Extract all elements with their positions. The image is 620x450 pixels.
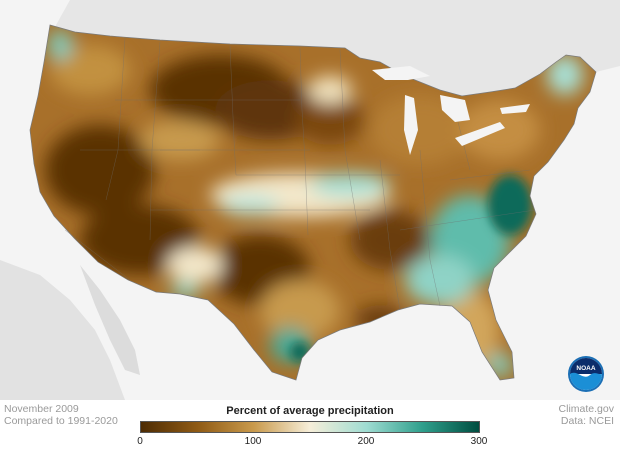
- noaa-logo-text: NOAA: [576, 365, 595, 372]
- credits: Climate.gov Data: NCEI: [559, 403, 614, 427]
- legend-tick-0: 0: [137, 436, 143, 447]
- legend-tick-100: 100: [244, 436, 262, 447]
- noaa-logo: NOAA: [568, 356, 604, 392]
- legend-title: Percent of average precipitation: [226, 405, 394, 417]
- us-outline: [29, 24, 597, 381]
- ocean: [0, 0, 620, 400]
- date-label: November 2009: [4, 403, 79, 415]
- legend-tick-200: 200: [357, 436, 375, 447]
- credit-label: Climate.gov: [558, 403, 614, 415]
- map-notes: November 2009 Compared to 1991-2020: [4, 403, 118, 427]
- map-area: [0, 0, 620, 400]
- baseline-label: Compared to 1991-2020: [4, 415, 118, 427]
- lake-michigan: [404, 95, 418, 155]
- state-boundaries: [64, 37, 536, 311]
- baja-peninsula: [80, 265, 140, 375]
- mexico-land: [0, 260, 125, 400]
- legend-color-bar: [140, 421, 480, 433]
- lake-superior: [372, 66, 430, 80]
- lake-huron: [440, 95, 470, 122]
- lake-erie: [455, 122, 505, 146]
- source-label: Data: NCEI: [560, 415, 614, 427]
- lake-ontario: [500, 104, 530, 114]
- legend-tick-300: 300: [470, 436, 488, 447]
- precipitation-map: [0, 0, 620, 400]
